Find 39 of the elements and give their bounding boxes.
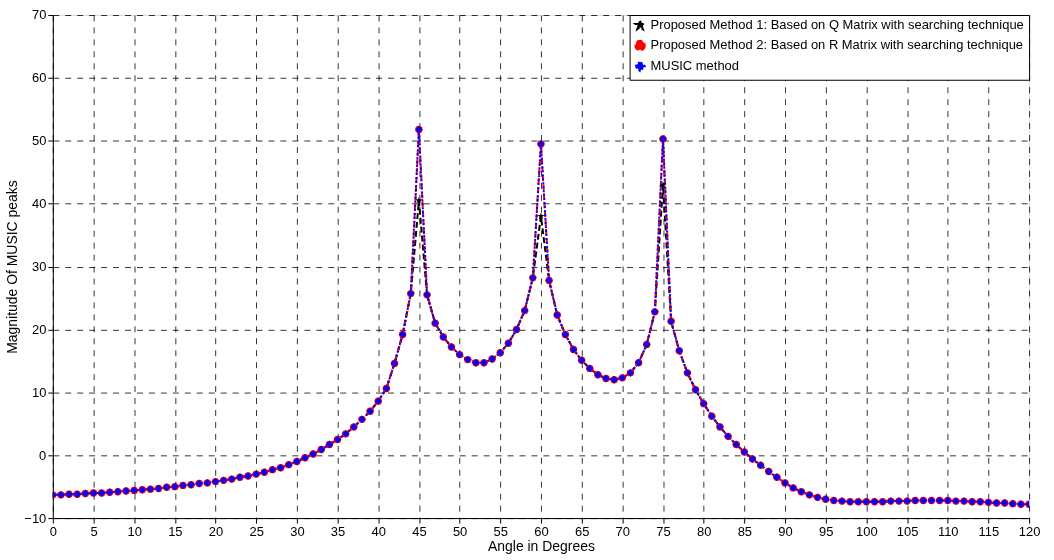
x-tick-label: 60 [534, 523, 549, 539]
x-tick-label: 85 [737, 523, 753, 539]
y-tick-label: 10 [31, 384, 47, 400]
x-tick-label: 100 [856, 523, 878, 539]
x-tick-label: 80 [696, 523, 712, 539]
y-tick-label: 50 [31, 133, 47, 149]
legend-label: Proposed Method 2: Based on R Matrix with searching technique [650, 37, 1024, 53]
y-tick-label: 20 [31, 321, 47, 337]
x-tick-label: 50 [452, 523, 468, 539]
x-tick-label: 20 [208, 523, 224, 539]
x-tick-label: 105 [896, 523, 919, 539]
y-tick-label: −10 [24, 510, 47, 526]
x-tick-label: 40 [371, 523, 386, 539]
x-tick-label: 95 [819, 523, 834, 539]
x-axis-title: Angle in Degrees [487, 538, 595, 555]
x-tick-label: 35 [330, 523, 346, 539]
y-tick-label: 30 [31, 259, 47, 275]
x-tick-label: 110 [937, 523, 959, 539]
y-axis-title: Magnitude Of MUSIC peaks [4, 180, 21, 354]
x-tick-label: 115 [978, 523, 1000, 539]
y-tick-label: 60 [31, 70, 47, 86]
x-tick-label: 45 [412, 523, 427, 539]
x-tick-label: 75 [656, 523, 671, 539]
y-tick-label: 0 [39, 447, 47, 463]
x-tick-label: 5 [90, 523, 98, 539]
y-tick-label: 40 [31, 196, 47, 212]
x-tick-label: 120 [1018, 523, 1041, 539]
legend-label: Proposed Method 1: Based on Q Matrix with searching technique [650, 17, 1024, 33]
x-tick-label: 65 [574, 523, 590, 539]
x-tick-label: 0 [49, 523, 57, 539]
y-tick-label: 70 [31, 7, 47, 23]
x-tick-label: 55 [493, 523, 508, 539]
legend-label: MUSIC method [650, 58, 739, 74]
x-tick-label: 90 [778, 523, 793, 539]
x-tick-label: 10 [127, 523, 142, 539]
x-tick-label: 15 [168, 523, 183, 539]
x-tick-label: 30 [290, 523, 305, 539]
x-tick-label: 25 [249, 523, 264, 539]
x-tick-label: 70 [615, 523, 630, 539]
